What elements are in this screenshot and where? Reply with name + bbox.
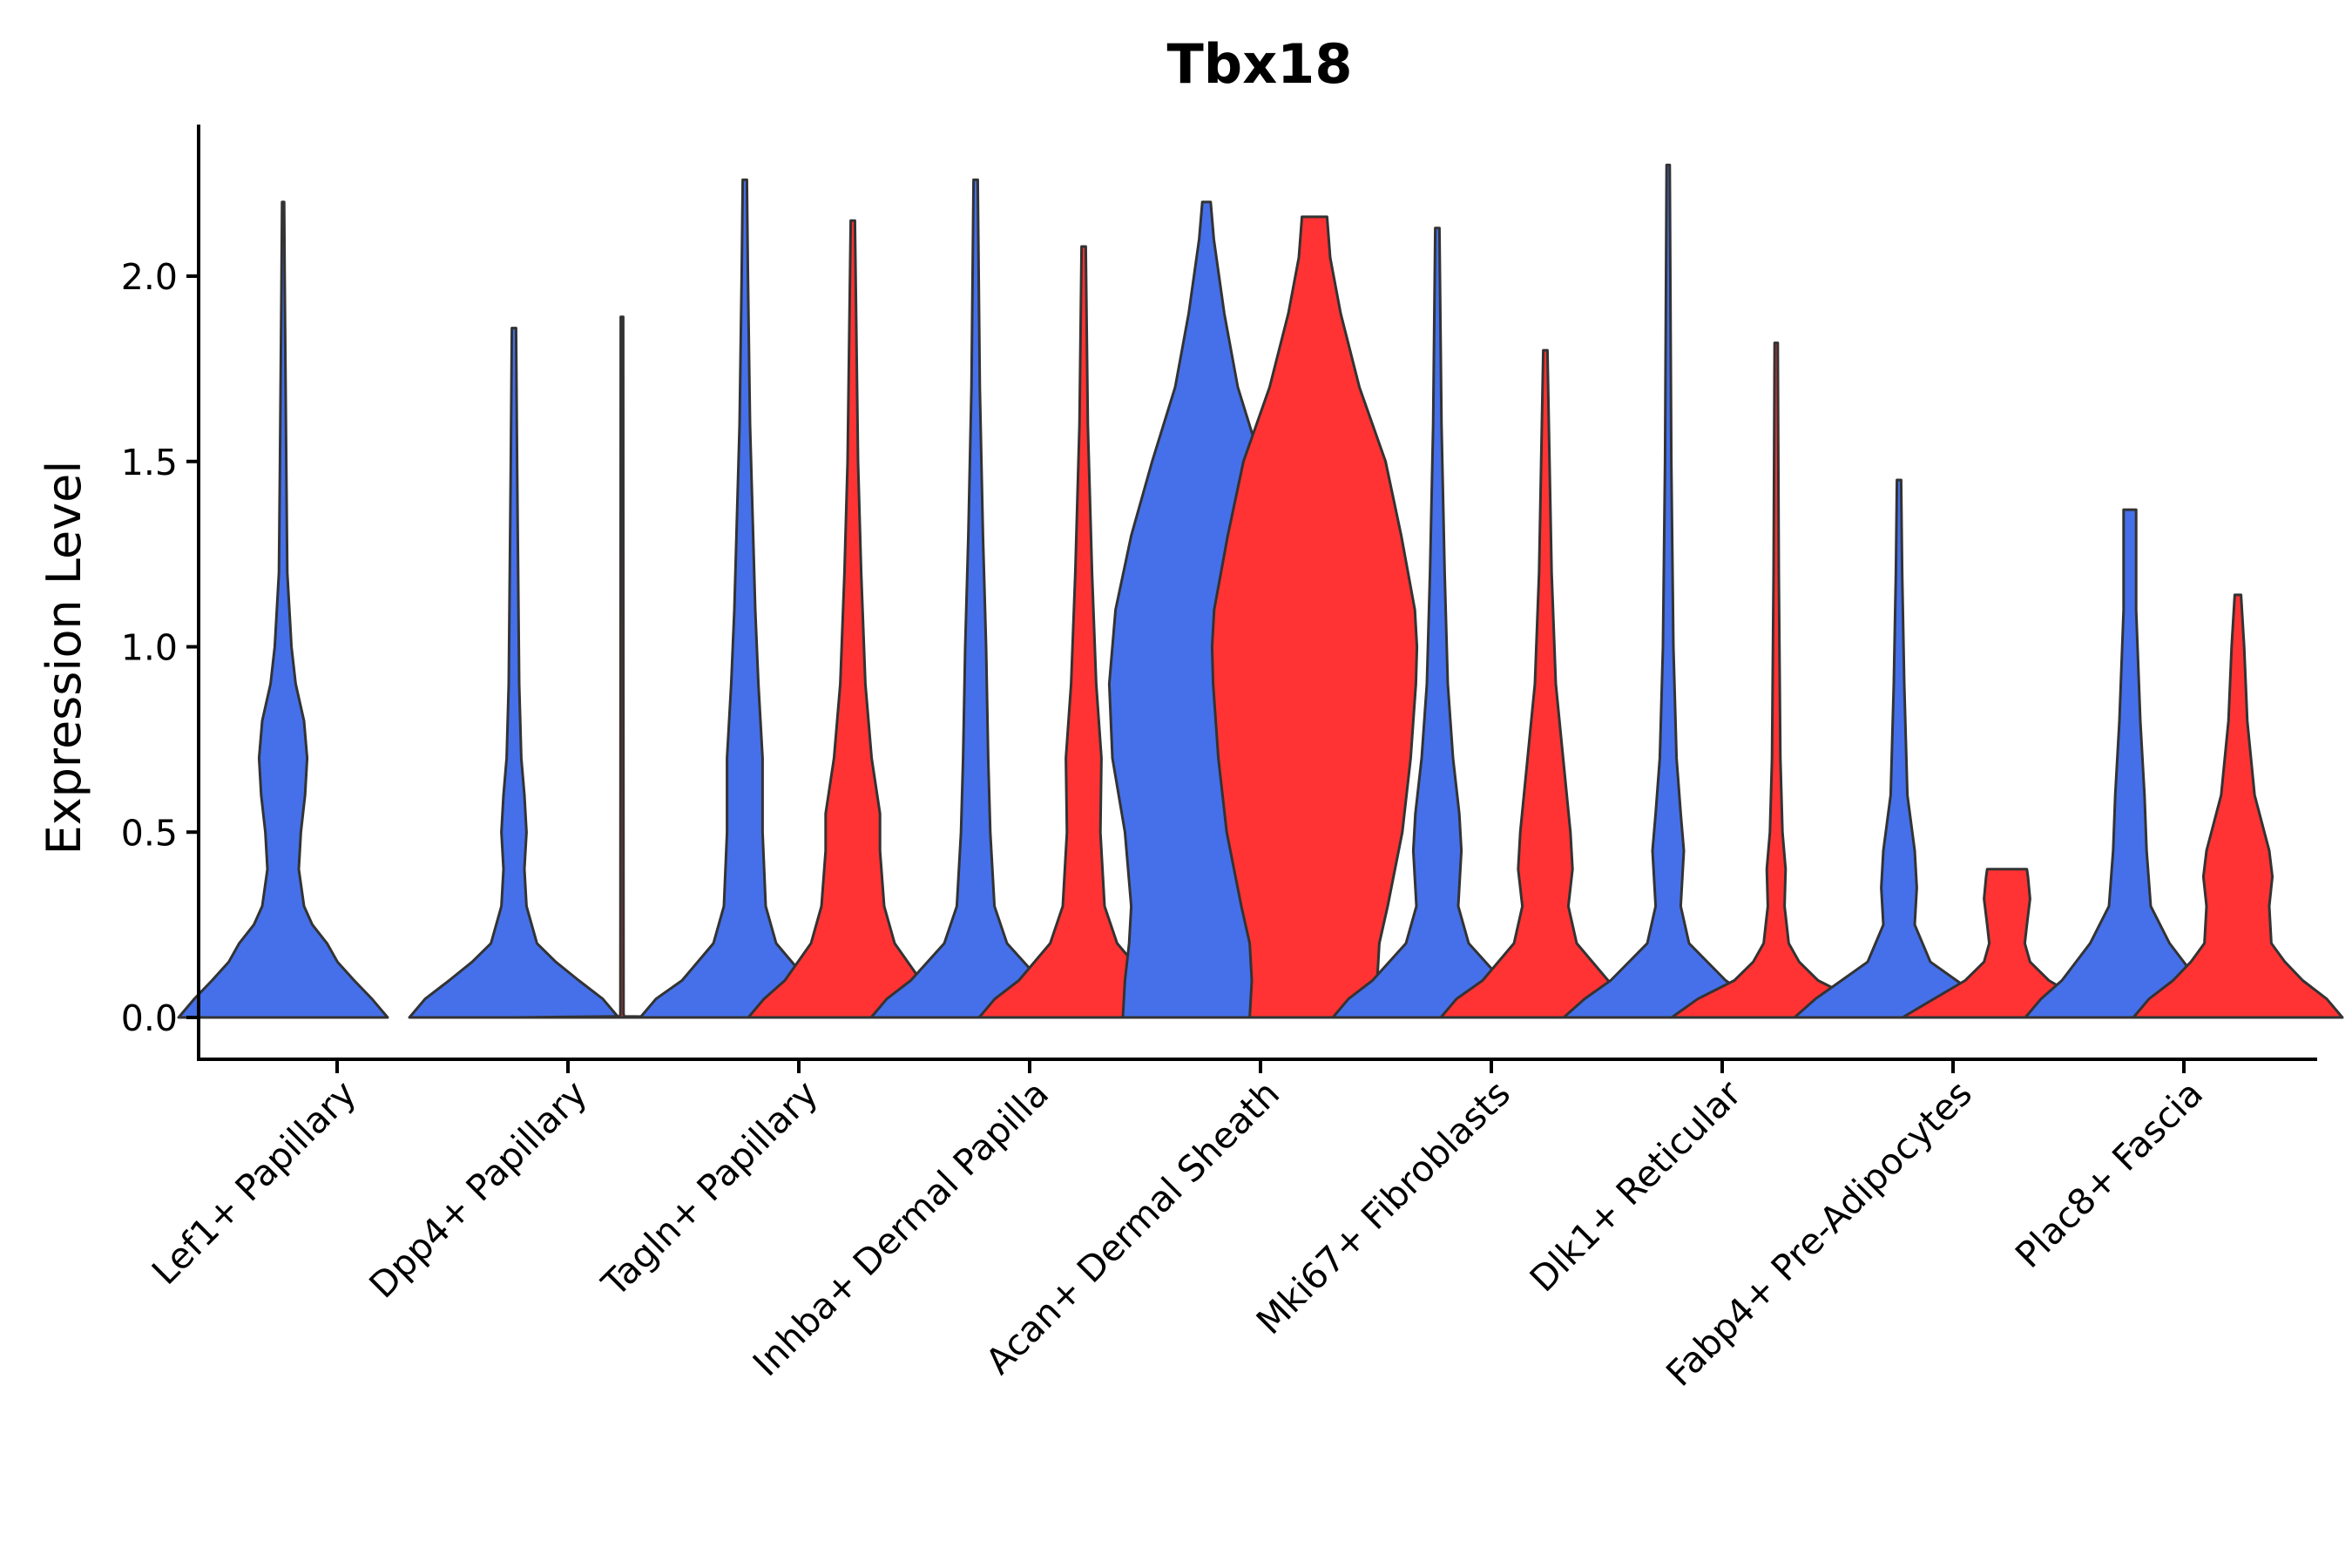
violin-mki67-fibroblasts-red — [1439, 348, 1652, 1019]
y-ticks-group: 0.0 0.5 1.0 1.5 2.0 — [121, 256, 199, 1039]
violin-plac8-fascia-red — [2132, 593, 2344, 1019]
x-tick-label-lef1-papillary: Lef1+ Papillary — [144, 1072, 364, 1293]
y-tick-label: 2.0 — [121, 256, 178, 298]
y-tick-label: 1.0 — [121, 627, 178, 669]
violin-plac8-fascia-blue — [2024, 508, 2236, 1019]
y-tick-label: 0.0 — [121, 997, 178, 1039]
y-tick-label: 0.5 — [121, 812, 178, 854]
x-tick-label-mki67-fibroblasts: Mki67+ Fibroblasts — [1248, 1072, 1518, 1342]
x-tick-label-tagln-papillary: Tagln+ Papillary — [593, 1072, 826, 1305]
violin-inhba-dermal-papilla-blue — [869, 178, 1082, 1019]
violin-dpp4-papillary-blue — [408, 327, 620, 1019]
x-tick-label-plac8-fascia: Plac8+ Fascia — [2007, 1072, 2211, 1276]
violin-lef1-papillary-blue — [177, 200, 389, 1019]
violins-group — [177, 163, 2344, 1019]
violin-fabp4-pre-adipocytes-blue — [1793, 478, 2005, 1019]
y-tick-label: 1.5 — [121, 442, 178, 483]
violin-dlk1-reticular-blue — [1562, 163, 1774, 1019]
violin-tagln-papillary-red — [747, 219, 959, 1019]
chart-title: Tbx18 — [1167, 32, 1353, 96]
violin-acan-dermal-sheath-red — [1210, 215, 1419, 1019]
x-tick-label-dpp4-papillary: Dpp4+ Papillary — [362, 1072, 595, 1306]
violin-fabp4-pre-adipocytes-red — [1901, 868, 2113, 1019]
violin-tagln-papillary-blue — [639, 178, 851, 1019]
x-tick-label-dlk1-reticular: Dlk1+ Reticular — [1522, 1072, 1749, 1300]
violin-mki67-fibroblasts-blue — [1331, 226, 1544, 1019]
violin-dlk1-reticular-red — [1670, 341, 1882, 1019]
y-axis-label: Expression Level — [37, 461, 91, 855]
violin-dpp4-papillary-red — [516, 315, 728, 1019]
